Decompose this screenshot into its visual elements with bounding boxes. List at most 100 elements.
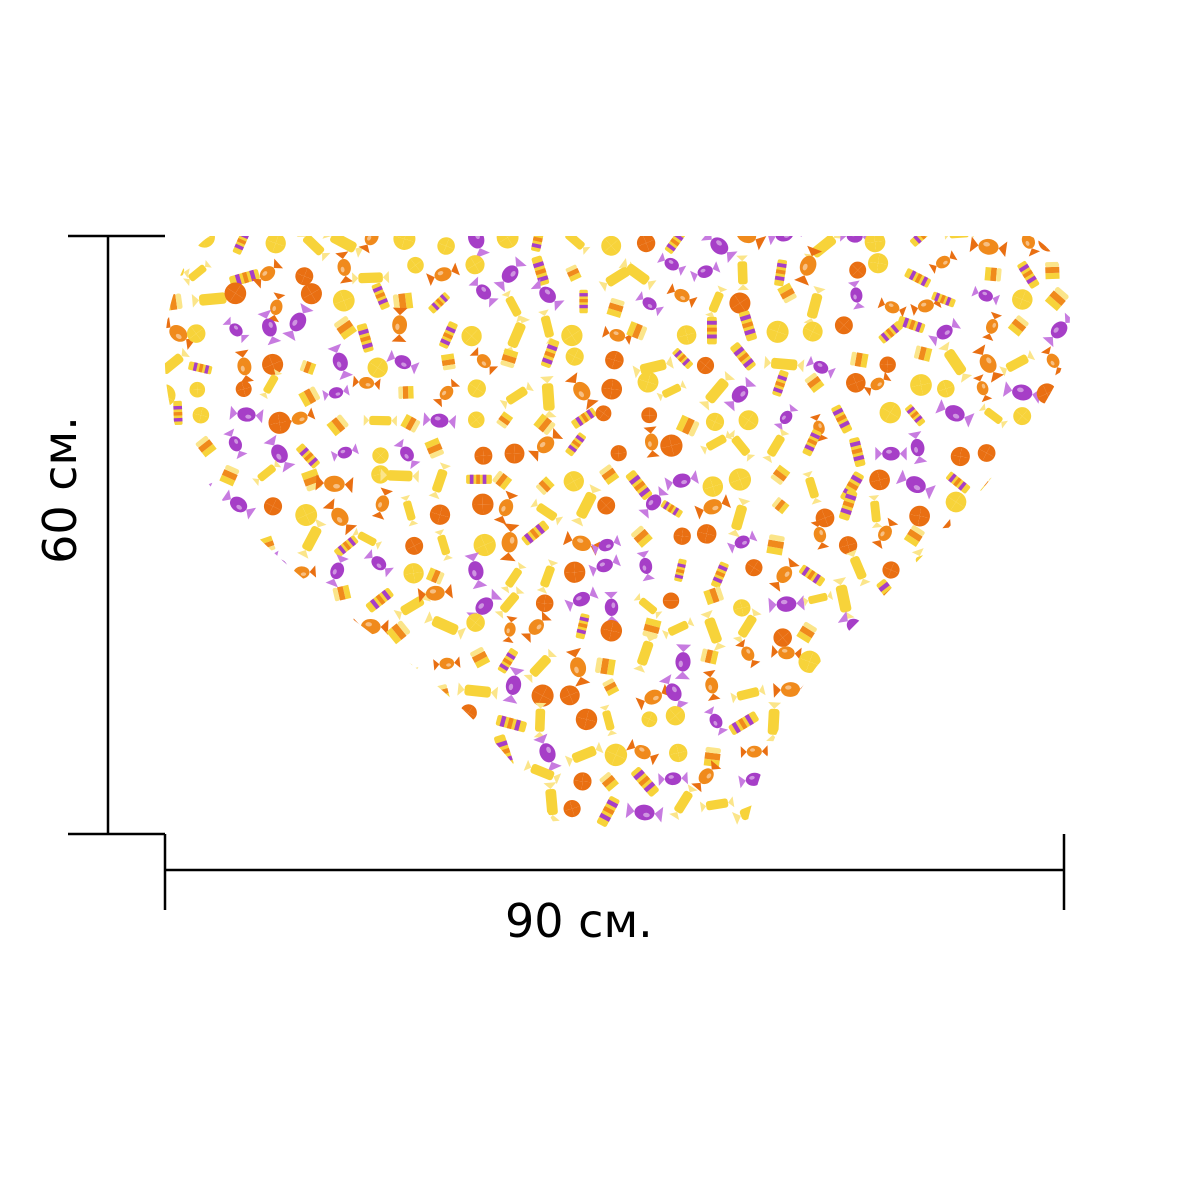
candy-icon — [863, 371, 892, 397]
candy-icon — [730, 342, 756, 371]
candy-icon — [773, 403, 799, 431]
candy-icon — [937, 642, 953, 677]
candy-icon — [834, 671, 865, 696]
candy-icon — [661, 617, 695, 640]
candy-icon — [369, 656, 388, 675]
candy-icon — [332, 289, 355, 312]
candy-icon — [1050, 528, 1070, 551]
candy-icon — [365, 768, 383, 784]
candy-icon — [189, 381, 206, 398]
candy-icon — [164, 293, 183, 312]
candy-icon — [263, 434, 296, 473]
candy-icon — [897, 765, 924, 791]
candy-icon — [502, 615, 518, 644]
candy-icon — [403, 563, 424, 584]
candy-icon — [352, 271, 390, 285]
candy-icon — [605, 350, 624, 370]
candy-icon — [523, 759, 562, 785]
candy-icon — [533, 733, 562, 773]
candy-icon — [664, 236, 687, 254]
candy-icon — [618, 257, 657, 291]
candy-icon — [980, 684, 1000, 712]
candy-icon — [468, 276, 499, 308]
candy-icon — [768, 557, 800, 592]
candy-icon — [726, 429, 756, 462]
candy-icon — [733, 599, 751, 617]
candy-icon — [565, 347, 584, 366]
candy-icon — [675, 414, 700, 437]
candy-icon — [372, 447, 389, 464]
candy-icon — [363, 414, 397, 427]
candy-icon — [164, 347, 190, 375]
candy-icon — [975, 524, 1012, 564]
candy-icon — [896, 733, 934, 756]
candy-icon — [802, 470, 822, 505]
candy-icon — [232, 798, 248, 832]
candy-icon — [504, 443, 525, 464]
candy-icon — [899, 710, 930, 733]
candy-icon — [1012, 289, 1033, 310]
candy-icon — [1011, 504, 1034, 526]
candy-icon — [230, 529, 253, 553]
candy-icon — [938, 341, 973, 383]
candy-icon — [335, 251, 354, 284]
candy-icon — [426, 262, 460, 286]
candy-icon — [597, 496, 616, 515]
candy-icon — [563, 471, 584, 492]
candy-icon — [909, 505, 930, 527]
candy-icon — [367, 357, 388, 378]
candy-icon — [565, 432, 586, 457]
candy-icon — [192, 406, 210, 424]
candy-icon — [470, 647, 491, 669]
candy-icon — [846, 373, 866, 393]
candy-icon — [770, 464, 791, 485]
candy-icon — [847, 280, 865, 310]
candy-icon — [500, 348, 519, 369]
candy-icon — [910, 236, 933, 247]
candy-icon — [1046, 683, 1067, 704]
candy-icon — [437, 237, 455, 255]
candy-icon — [196, 620, 206, 644]
candy-icon — [466, 613, 485, 632]
candy-icon — [766, 534, 785, 556]
candy-icon — [565, 236, 591, 255]
candy-icon — [935, 399, 975, 428]
candy-icon — [895, 469, 936, 500]
candy-icon — [259, 369, 283, 400]
candy-icon — [674, 558, 687, 582]
candy-icon — [698, 371, 736, 411]
candy-icon — [579, 289, 588, 314]
candy-icon — [669, 784, 698, 820]
candy-icon — [907, 431, 928, 465]
candy-icon — [407, 674, 426, 693]
candy-icon — [474, 446, 493, 465]
candy-icon — [521, 520, 550, 546]
candy-icon — [302, 704, 325, 727]
candy-icon — [267, 292, 286, 323]
candy-icon — [1013, 594, 1030, 611]
candy-icon — [187, 793, 208, 814]
candy-icon — [499, 381, 534, 410]
candy-icon — [969, 741, 988, 775]
candy-icon — [727, 530, 758, 554]
candy-icon — [432, 378, 461, 408]
candy-icon — [700, 648, 719, 665]
candy-icon — [666, 283, 698, 308]
candy-icon — [191, 556, 209, 574]
candy-icon — [173, 400, 183, 426]
candy-icon — [469, 347, 499, 376]
candy-icon — [429, 504, 451, 525]
candy-icon — [400, 413, 421, 433]
candy-icon — [778, 792, 796, 812]
candy-icon — [202, 537, 223, 558]
candy-icon — [472, 493, 494, 516]
candy-icon — [252, 459, 282, 487]
candy-icon — [365, 587, 394, 613]
candy-icon — [657, 252, 687, 276]
candy-icon — [740, 745, 768, 758]
candy-icon — [810, 519, 830, 550]
candy-icon — [694, 494, 732, 520]
candy-icon — [1039, 807, 1061, 828]
candy-icon — [520, 611, 552, 643]
